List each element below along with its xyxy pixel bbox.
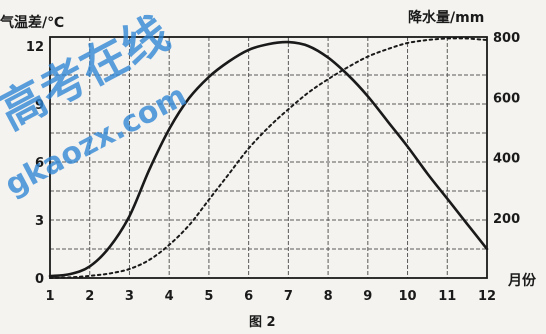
- y-left-tick-label: 3: [35, 214, 44, 229]
- y-left-axis-title: 气温差/℃: [0, 14, 64, 31]
- x-tick-label: 3: [125, 289, 134, 304]
- series-line-temperature-range: [48, 40, 489, 278]
- x-tick-label: 5: [204, 289, 213, 304]
- figure-caption: 图 2: [249, 315, 276, 330]
- series-line-precipitation: [49, 37, 488, 279]
- gridlines: [50, 37, 487, 278]
- y-right-tick-label: 600: [493, 91, 520, 106]
- y-right-tick-label: 200: [493, 212, 520, 227]
- x-tick-label: 8: [324, 289, 333, 304]
- x-tick-label: 2: [85, 289, 94, 304]
- y-right-axis-title: 降水量/mm: [408, 9, 484, 26]
- x-tick-label: 9: [363, 289, 372, 304]
- plot-border: [49, 36, 488, 279]
- y-left-tick-label: 6: [35, 156, 44, 171]
- x-tick-label: 1: [45, 289, 54, 304]
- x-tick-label: 7: [284, 289, 293, 304]
- x-tick-label: 11: [438, 289, 456, 304]
- series-lines: [48, 37, 489, 279]
- y-left-tick-label: 9: [35, 98, 44, 113]
- x-tick-label: 12: [478, 289, 496, 304]
- plot-frame: [49, 36, 488, 279]
- y-left-tick-label: 12: [26, 40, 44, 55]
- y-left-tick-label: 0: [35, 272, 44, 287]
- y-right-tick-label: 800: [493, 31, 520, 46]
- x-axis-title: 月份: [507, 272, 537, 289]
- x-tick-label: 6: [244, 289, 253, 304]
- watermark: 高考在线 gkaozx.com: [0, 6, 192, 203]
- x-tick-label: 10: [398, 289, 416, 304]
- x-tick-label: 4: [165, 289, 174, 304]
- y-right-tick-label: 400: [493, 152, 520, 167]
